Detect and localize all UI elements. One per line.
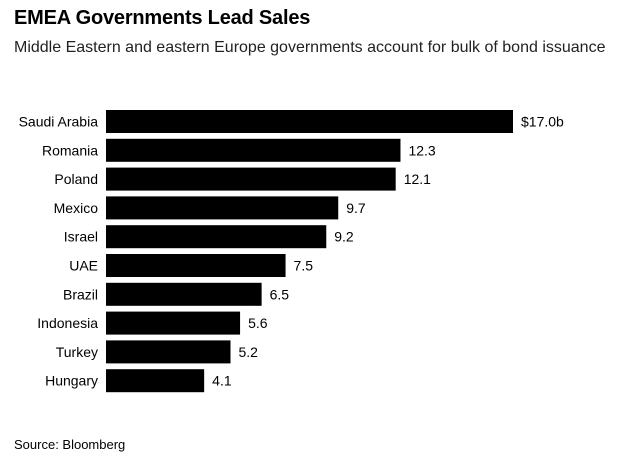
source-note: Source: Bloomberg [14, 437, 126, 452]
category-label: Brazil [63, 286, 98, 302]
value-label: 6.5 [270, 286, 290, 302]
category-label: Israel [64, 229, 98, 245]
value-label: 9.2 [334, 229, 354, 245]
bar [106, 311, 241, 335]
value-label: 5.6 [248, 315, 268, 331]
value-label: 7.5 [294, 258, 314, 274]
bar [106, 196, 339, 220]
value-label: 12.3 [408, 142, 435, 158]
bar [106, 369, 205, 393]
category-label: Hungary [45, 373, 98, 389]
bar [106, 138, 401, 162]
bar [106, 110, 513, 133]
bars-group: Saudi Arabia $17.0b Romania 12.3 Poland 12.1 M… [19, 110, 564, 393]
category-label: Saudi Arabia [19, 114, 99, 130]
bar [106, 254, 286, 277]
category-label: UAE [69, 258, 98, 274]
bar-chart: Saudi Arabia $17.0b Romania 12.3 Poland 12.1 M… [19, 110, 564, 393]
category-label: Poland [54, 171, 98, 187]
bar [106, 282, 262, 306]
category-label: Indonesia [37, 315, 98, 331]
bar [106, 340, 231, 364]
chart-subtitle: Middle Eastern and eastern Europe govern… [14, 39, 606, 56]
bar [106, 225, 327, 249]
value-label: $17.0b [521, 114, 564, 130]
value-label: 4.1 [212, 373, 232, 389]
value-label: 9.7 [346, 200, 366, 216]
category-label: Romania [42, 142, 98, 158]
chart-title: EMEA Governments Lead Sales [14, 7, 311, 29]
value-label: 12.1 [404, 171, 431, 187]
category-label: Turkey [56, 344, 98, 360]
value-label: 5.2 [238, 344, 258, 360]
category-label: Mexico [54, 200, 99, 216]
bar [106, 167, 396, 191]
